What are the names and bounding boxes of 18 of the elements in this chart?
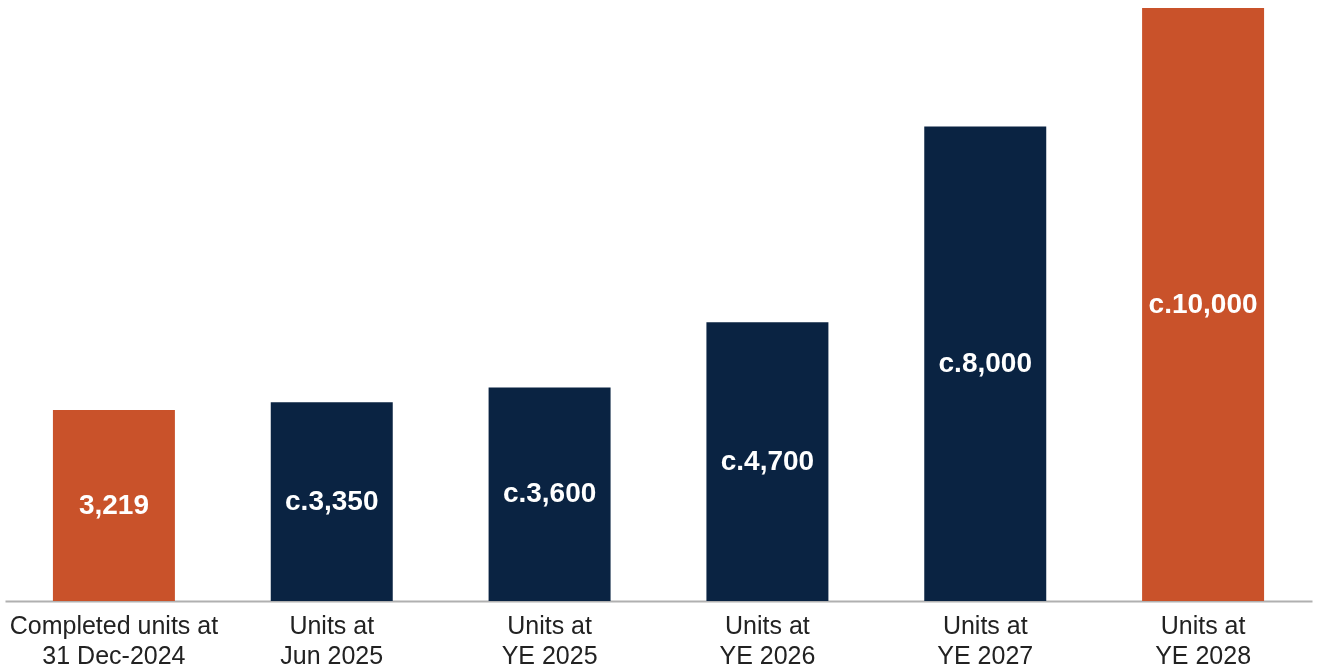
- bar: [924, 126, 1047, 601]
- data-label: c.8,000: [938, 346, 1032, 378]
- x-tick-label: Units at YE 2028: [1155, 610, 1252, 669]
- x-tick-label: Units at YE 2027: [937, 610, 1034, 669]
- bar: [1142, 8, 1265, 601]
- data-label: c.4,700: [720, 444, 815, 476]
- bar: [270, 402, 393, 601]
- bar: [52, 410, 175, 601]
- x-tick-label: Units at Jun 2025: [280, 610, 384, 669]
- data-label: c.3,600: [502, 477, 597, 509]
- data-label: c.10,000: [1148, 287, 1258, 319]
- x-tick-label: Completed units at 31 Dec-2024: [9, 610, 219, 669]
- bar: [706, 322, 829, 601]
- bar: [488, 387, 611, 601]
- data-label: 3,219: [78, 488, 149, 520]
- x-tick-label: Units at YE 2025: [501, 610, 598, 669]
- x-tick-label: Units at YE 2026: [719, 610, 816, 669]
- data-label: c.3,350: [285, 484, 379, 516]
